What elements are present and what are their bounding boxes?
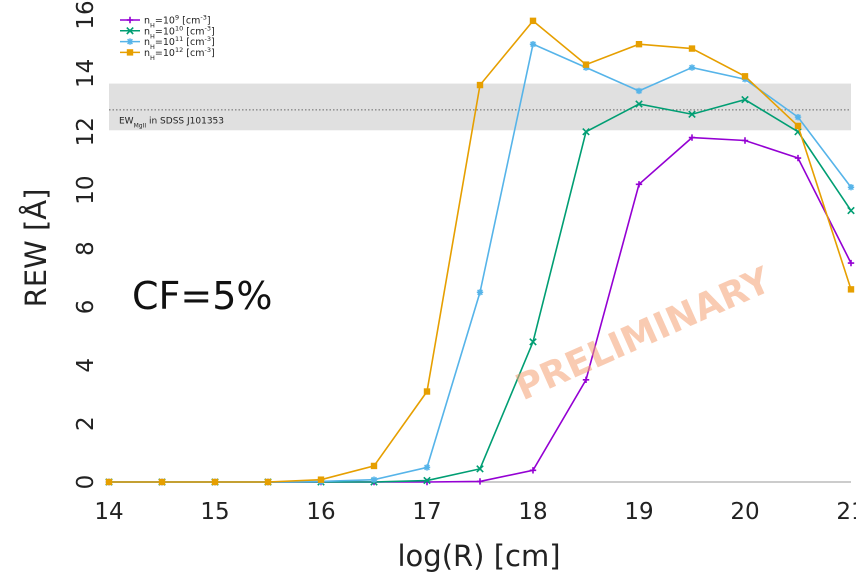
data-point	[635, 100, 643, 108]
data-point	[158, 478, 166, 486]
data-point	[582, 127, 590, 136]
preliminary-watermark: PRELIMINARY	[510, 260, 778, 409]
data-point	[582, 376, 590, 384]
data-point	[688, 110, 696, 119]
data-point	[370, 476, 378, 483]
x-tick-label: 14	[94, 499, 123, 525]
data-point	[635, 87, 643, 95]
y-axis-label: REW [Å]	[19, 189, 53, 308]
data-point	[105, 478, 113, 486]
data-point	[476, 81, 484, 89]
legend-label: nH=109 [cm-3]	[144, 14, 211, 30]
data-point	[423, 476, 431, 485]
data-point	[688, 64, 696, 71]
x-tick-label: 19	[624, 499, 653, 525]
data-point	[847, 286, 855, 293]
data-point	[529, 17, 537, 25]
y-tick-label: 10	[73, 175, 99, 204]
data-point	[126, 27, 134, 35]
data-point	[688, 45, 696, 52]
y-tick-label: 8	[73, 241, 99, 256]
legend-entry: nH=109 [cm-3]	[120, 14, 211, 30]
data-point	[741, 95, 749, 104]
legend-entry: nH=1010 [cm-3]	[120, 24, 215, 40]
legend-entry: nH=1012 [cm-3]	[120, 46, 215, 62]
data-point	[423, 464, 431, 471]
y-tick-label: 12	[73, 117, 99, 146]
data-point	[126, 38, 134, 45]
x-tick-label: 18	[518, 499, 547, 525]
data-point	[476, 478, 484, 485]
y-tick-label: 4	[73, 358, 99, 373]
x-tick-label: 21	[836, 499, 856, 525]
legend-entry: nH=1011 [cm-3]	[120, 35, 215, 51]
cf-annotation: CF=5%	[132, 274, 273, 318]
x-tick-label: 17	[412, 499, 441, 525]
data-point	[582, 61, 590, 68]
data-point	[529, 338, 537, 346]
data-point	[794, 122, 802, 130]
reference-band	[109, 83, 851, 131]
data-point	[741, 137, 749, 144]
data-point	[794, 154, 802, 162]
y-tick-label: 2	[73, 416, 99, 431]
data-point	[847, 184, 855, 191]
data-point	[847, 206, 855, 215]
x-tick-label: 20	[730, 499, 759, 525]
axes-layer: 14 15 16 17 18 19 20 21 0 2 4 6 8 10 12 14 16	[73, 0, 856, 525]
data-point	[264, 478, 272, 486]
data-point	[476, 289, 484, 296]
x-axis-label: log(R) [cm]	[397, 539, 560, 573]
y-tick-label: 0	[73, 475, 99, 490]
data-point	[423, 388, 431, 395]
legend-label: nH=1011 [cm-3]	[144, 35, 215, 51]
legend-label: nH=1010 [cm-3]	[144, 24, 215, 40]
data-point	[126, 16, 134, 24]
data-point	[635, 181, 643, 188]
series-4	[105, 17, 855, 486]
x-tick-label: 15	[200, 499, 229, 525]
data-point	[529, 40, 537, 48]
data-point	[635, 40, 643, 48]
data-point	[529, 467, 537, 474]
data-point	[317, 476, 325, 483]
y-tick-label: 6	[73, 300, 99, 315]
x-tick-label: 16	[306, 499, 335, 525]
data-point	[794, 113, 802, 121]
data-point	[476, 465, 484, 473]
series-layer	[105, 17, 855, 486]
y-tick-label: 16	[73, 0, 99, 29]
y-tick-label: 14	[73, 59, 99, 88]
data-point	[847, 259, 855, 267]
legend-label: nH=1012 [cm-3]	[144, 46, 215, 62]
data-point	[126, 49, 134, 56]
reference-band-layer: EWMgII in SDSS J101353	[109, 83, 851, 131]
legend: nH=109 [cm-3]nH=1010 [cm-3]nH=1011 [cm-3…	[120, 14, 215, 62]
data-point	[370, 462, 378, 470]
data-point	[688, 134, 696, 141]
data-point	[741, 73, 749, 80]
data-point	[211, 478, 219, 486]
reference-band-label: EWMgII in SDSS J101353	[119, 116, 224, 128]
